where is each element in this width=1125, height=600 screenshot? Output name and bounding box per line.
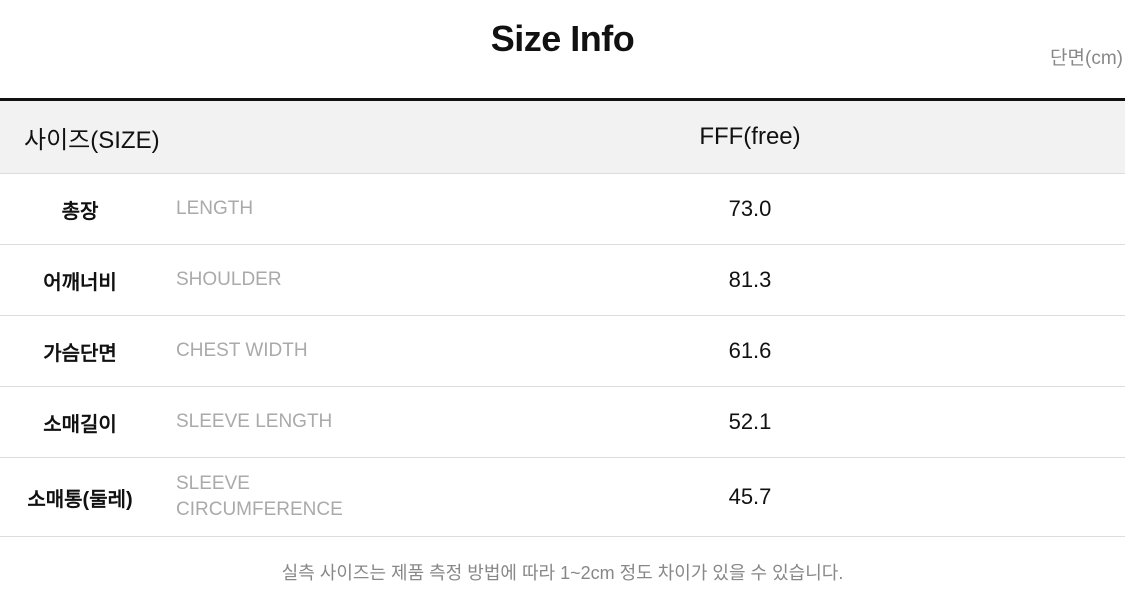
row-value: 81.3 <box>728 267 772 292</box>
row-value: 73.0 <box>728 196 772 221</box>
table-header: 사이즈(SIZE) FFF(free) <box>0 101 1125 174</box>
header-label: 사이즈(SIZE) <box>24 126 160 154</box>
row-label-ko: 소매길이 <box>43 413 117 436</box>
row-label-ko: 어깨너비 <box>43 271 117 294</box>
row-label-en: SLEEVE CIRCUMFERENCE <box>176 473 343 520</box>
row-value: 61.6 <box>728 338 772 363</box>
row-label-en: CHEST WIDTH <box>176 340 308 361</box>
table-row: 가슴단면 CHEST WIDTH 61.6 <box>0 316 1125 387</box>
row-label-en: SHOULDER <box>176 269 282 290</box>
row-value: 45.7 <box>728 484 772 509</box>
table-row: 총장 LENGTH 73.0 <box>0 174 1125 245</box>
table-row: 어깨너비 SHOULDER 81.3 <box>0 245 1125 316</box>
size-table: 사이즈(SIZE) FFF(free) 총장 LENGTH 73.0 어깨너비 … <box>0 98 1125 537</box>
row-label-en: LENGTH <box>176 198 254 219</box>
unit-label: 단면(cm) <box>1050 48 1123 69</box>
row-label-en: SLEEVE LENGTH <box>176 411 333 432</box>
row-label-ko: 총장 <box>61 200 99 223</box>
table-row: 소매길이 SLEEVE LENGTH 52.1 <box>0 387 1125 458</box>
header-size: FFF(free) <box>699 123 801 150</box>
row-value: 52.1 <box>728 409 772 434</box>
row-label-ko: 소매통(둘레) <box>27 488 133 511</box>
row-label-ko: 가슴단면 <box>43 342 117 365</box>
page-title: Size Info <box>490 18 635 59</box>
table-row: 소매통(둘레) SLEEVE CIRCUMFERENCE 45.7 <box>0 458 1125 537</box>
measurement-note: 실측 사이즈는 제품 측정 방법에 따라 1~2cm 정도 차이가 있을 수 있… <box>281 563 844 583</box>
